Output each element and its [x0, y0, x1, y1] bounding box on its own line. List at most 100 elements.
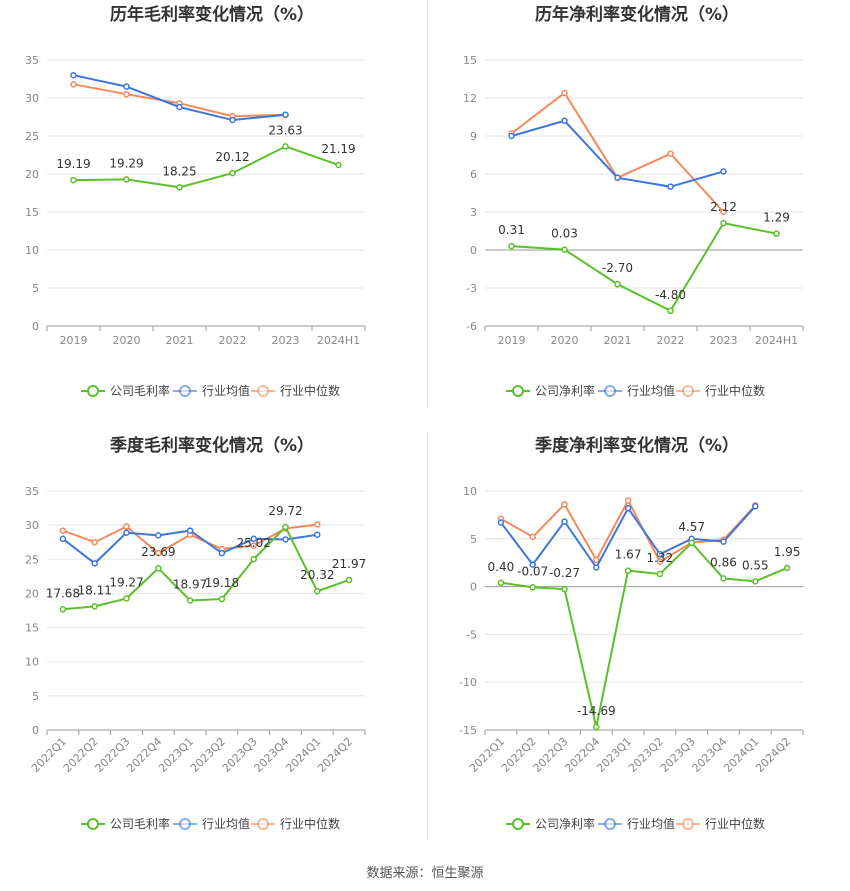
x-tick-label: 2024Q2 — [315, 735, 355, 775]
legend-swatch-marker — [257, 818, 269, 830]
y-tick-label: -5 — [466, 628, 477, 641]
data-label: 17.68 — [46, 586, 80, 600]
median-point — [123, 90, 130, 98]
data-label: 19.18 — [205, 576, 239, 590]
y-tick-label: 0 — [32, 320, 39, 333]
legend-label: 行业均值 — [627, 383, 675, 398]
y-tick-label: 10 — [25, 656, 39, 669]
median-series-line — [510, 91, 725, 213]
median-point — [314, 521, 321, 528]
company-point — [186, 597, 194, 604]
company-point — [345, 576, 353, 584]
data-label: -0.07 — [517, 564, 548, 578]
data-label: 19.27 — [109, 575, 143, 589]
company-point — [720, 575, 727, 582]
x-tick-label: 2024H1 — [755, 334, 798, 347]
y-tick-label: -6 — [466, 320, 477, 333]
x-tick-label: 2021 — [604, 334, 632, 347]
x-tick-label: 2023 — [710, 334, 738, 347]
legend-label: 公司净利率 — [535, 383, 595, 398]
legend-item-company: 公司毛利率 — [81, 383, 170, 398]
company-point — [656, 570, 664, 578]
y-tick-label: 15 — [25, 622, 39, 635]
avg-point — [155, 532, 162, 539]
legend-label: 公司毛利率 — [110, 816, 170, 831]
annual-net-margin-chart: 历年净利率变化情况（%） -6 -3 0 3 6 9 12 15 2019 2020 2021 2022… — [463, 4, 804, 398]
y-tick-label: 6 — [470, 168, 477, 181]
y-tick-label: -10 — [459, 676, 477, 689]
avg-point — [614, 174, 621, 182]
legend-item-company: 公司净利率 — [506, 383, 595, 398]
y-tick-label: -3 — [466, 282, 477, 295]
avg-point — [250, 535, 257, 543]
y-tick-label: 10 — [25, 244, 39, 257]
data-label: -14.69 — [577, 704, 616, 718]
legend-item-company: 公司毛利率 — [81, 816, 170, 831]
data-label: 29.72 — [268, 504, 302, 518]
panel-divider-bottom — [427, 432, 428, 840]
legend-item-median: 行业中位数 — [676, 383, 765, 398]
y-tick-label: 5 — [32, 282, 39, 295]
company-point — [529, 584, 536, 591]
data-label: 19.29 — [109, 156, 143, 170]
legend-swatch-marker — [682, 818, 694, 830]
median-point — [624, 497, 632, 504]
y-tick-label: 0 — [32, 724, 39, 737]
x-tick-label: 2019 — [60, 334, 88, 347]
avg-point — [186, 527, 194, 534]
x-tick-label: 2020 — [551, 334, 579, 347]
x-tick-label: 2019 — [498, 334, 526, 347]
avg-point — [667, 183, 674, 190]
company-point — [497, 579, 505, 587]
legend-label: 行业均值 — [202, 816, 250, 831]
legend-label: 行业中位数 — [280, 816, 340, 831]
y-tick-label: 10 — [463, 485, 477, 498]
data-label: 1.67 — [615, 548, 642, 562]
avg-point — [282, 536, 289, 543]
median-point — [656, 558, 664, 565]
data-label: 21.19 — [321, 142, 355, 156]
company-point — [155, 564, 162, 572]
data-label: 19.19 — [56, 157, 90, 171]
avg-point — [561, 518, 568, 525]
company-series-line — [500, 541, 788, 728]
legend-item-avg: 行业均值 — [598, 383, 675, 398]
company-point — [783, 564, 791, 572]
median-point — [70, 81, 77, 88]
company-point — [91, 603, 98, 610]
company-point — [250, 555, 257, 563]
avg-point — [529, 561, 536, 568]
y-tick-label: 35 — [25, 485, 39, 498]
legend-label: 行业中位数 — [280, 383, 340, 398]
avg-point — [508, 132, 515, 140]
avg-point — [624, 504, 632, 512]
x-tick-label: 2020 — [113, 334, 141, 347]
data-label: 0.31 — [498, 223, 525, 237]
avg-point — [752, 503, 759, 510]
data-label: 2.12 — [710, 200, 737, 214]
data-label: 0.03 — [551, 227, 578, 241]
legend-swatch-marker — [604, 385, 616, 397]
y-tick-label: 12 — [463, 92, 477, 105]
y-tick-label: 30 — [25, 92, 39, 105]
data-label: 0.55 — [742, 558, 769, 572]
avg-point — [656, 550, 664, 558]
legend-label: 行业中位数 — [705, 383, 765, 398]
x-tick-label: 2024H1 — [317, 334, 360, 347]
legend-swatch-marker — [257, 385, 269, 397]
avg-point — [229, 116, 236, 124]
chart-title: 历年毛利率变化情况（%） — [110, 4, 314, 25]
median-point — [561, 501, 568, 508]
data-label: 1.29 — [763, 211, 790, 225]
y-tick-label: 5 — [470, 533, 477, 546]
legend-swatch-marker — [87, 385, 99, 397]
avg-point — [720, 538, 727, 545]
legend-item-median: 行业中位数 — [676, 816, 765, 831]
avg-point — [561, 117, 568, 125]
legend-swatch-marker — [604, 818, 616, 830]
legend-item-avg: 行业均值 — [173, 816, 250, 831]
legend-swatch-marker — [179, 818, 191, 830]
y-tick-label: 5 — [32, 690, 39, 703]
legend-swatch-marker — [682, 385, 694, 397]
y-tick-label: 9 — [470, 130, 477, 143]
